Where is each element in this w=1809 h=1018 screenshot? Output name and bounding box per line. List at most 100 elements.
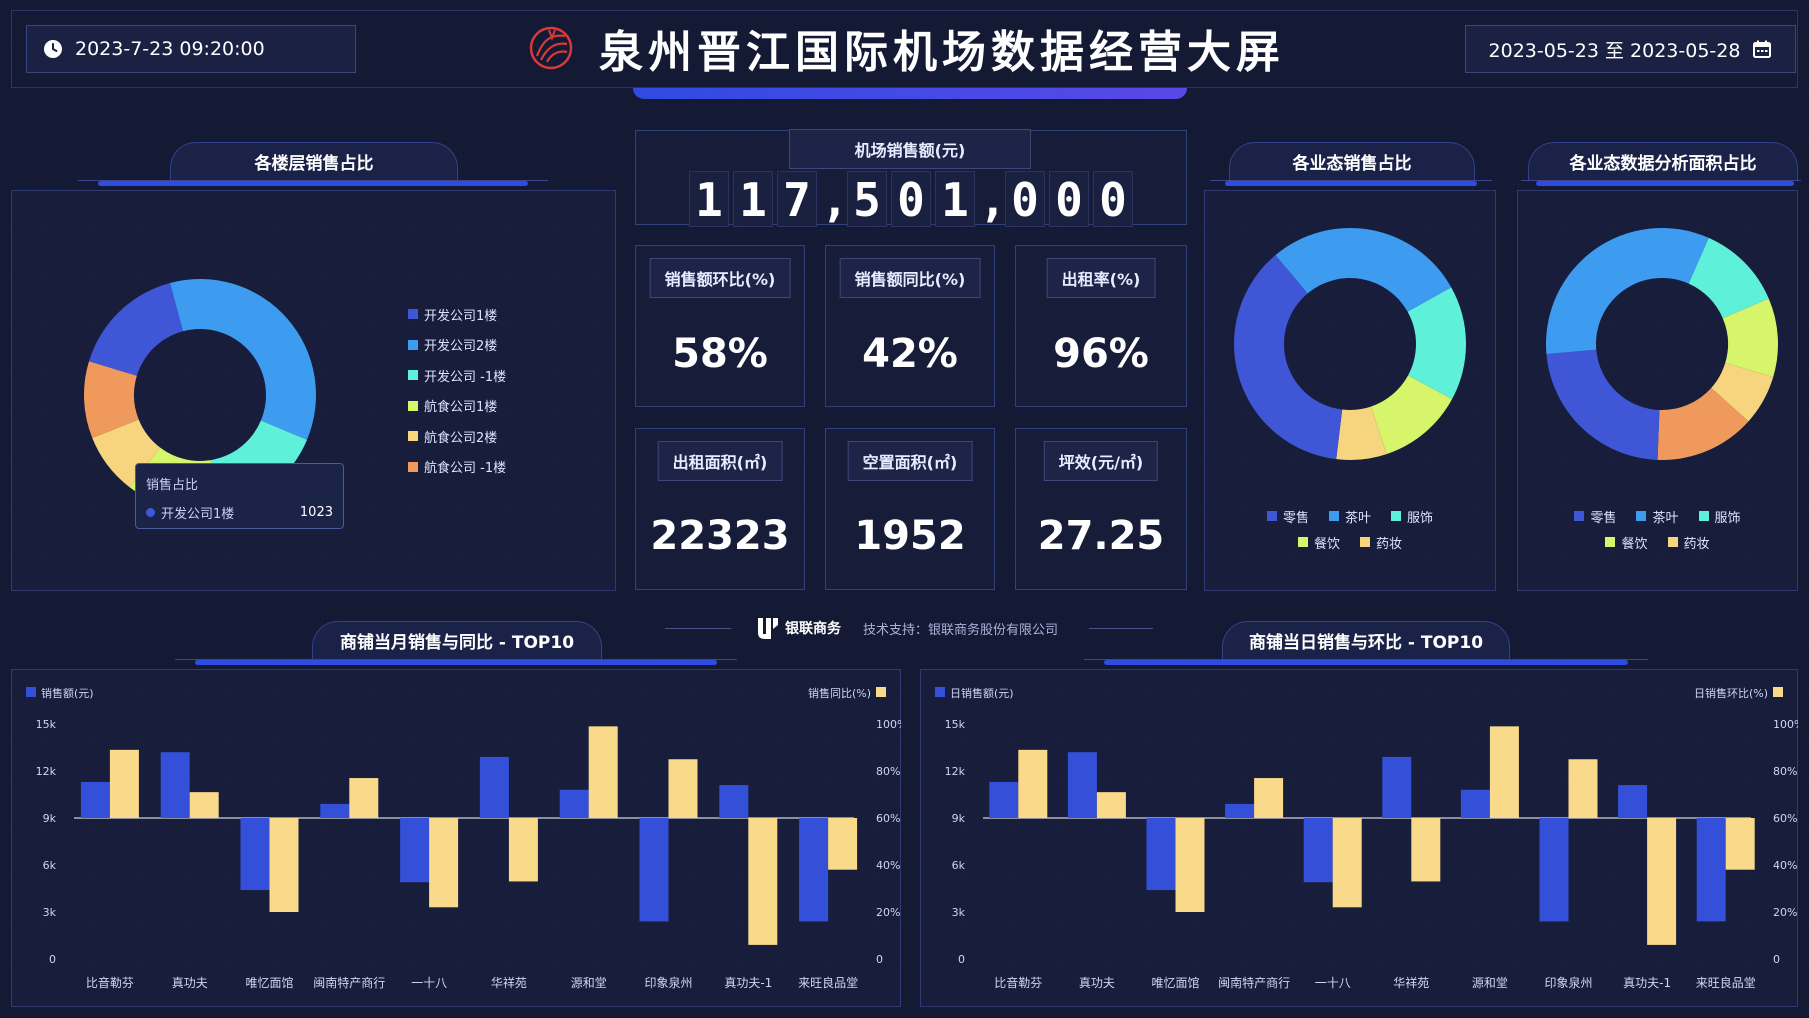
bar-sales[interactable] (1618, 785, 1648, 818)
legend-item[interactable]: 茶叶 (1328, 505, 1371, 527)
bar-sales[interactable] (719, 785, 749, 818)
bar-ratio[interactable] (828, 818, 858, 870)
bar-ratio[interactable] (189, 792, 219, 818)
donut-slice-餐饮[interactable] (1722, 298, 1778, 378)
y-right-tick: 20% (876, 906, 900, 919)
sales-digit: 0 (1049, 171, 1089, 227)
y-left-tick: 3k (952, 906, 966, 919)
legend-item[interactable]: 服饰 (1391, 505, 1433, 527)
bar-sales[interactable] (799, 818, 829, 922)
bar-sales[interactable] (240, 818, 270, 891)
donut-slice-航食公司 -1楼[interactable] (84, 361, 139, 439)
donut-slice-开发公司1楼[interactable] (89, 282, 183, 376)
legend-item[interactable]: 开发公司1楼 (408, 299, 506, 330)
donut-slice-航食公司2楼[interactable] (92, 419, 161, 488)
tooltip-name: 开发公司1楼 (161, 507, 235, 522)
legend-item[interactable]: 开发公司2楼 (408, 330, 506, 361)
unionpay-logo-icon (758, 618, 778, 639)
legend-item[interactable]: 开发公司 -1楼 (408, 360, 506, 391)
stat-label-efficiency: 坪效(元/㎡) (1043, 441, 1159, 481)
bar-sales[interactable] (479, 756, 509, 818)
donut-slice-药妆[interactable] (1711, 362, 1774, 422)
bar-sales[interactable] (1382, 756, 1412, 818)
bar-sales[interactable] (320, 803, 350, 818)
x-tick-label: 印象泉州 (644, 976, 692, 990)
legend-item[interactable]: 服饰 (1698, 505, 1741, 527)
date-range-picker[interactable]: 2023-05-23 至 2023-05-28 (1465, 25, 1796, 73)
bar-ratio[interactable] (748, 818, 778, 945)
bar-sales[interactable] (1225, 803, 1255, 818)
bar-sales[interactable] (1146, 818, 1176, 891)
bar-ratio[interactable] (1647, 818, 1677, 945)
donut-slice-零售[interactable] (1546, 349, 1660, 460)
bar-sales[interactable] (1067, 752, 1097, 818)
donut-slice-零售[interactable] (1234, 255, 1343, 460)
y-right-tick: 0 (1773, 953, 1780, 966)
bar-sales[interactable] (160, 752, 190, 818)
donut-slice-茶叶[interactable] (1275, 228, 1452, 312)
legend-item[interactable]: 药妆 (1667, 531, 1710, 553)
unionpay-logo-text: 银联商务 (785, 621, 841, 637)
area-legend: 零售 茶叶 服饰餐饮 药妆 (1517, 505, 1798, 553)
donut-slice-服饰[interactable] (1688, 237, 1769, 319)
donut-slice-开发公司2楼[interactable] (169, 279, 317, 440)
y-left-tick: 6k (952, 859, 966, 872)
legend-item[interactable]: 航食公司2楼 (408, 421, 506, 452)
title-underline (633, 88, 1187, 99)
legend-item[interactable]: 航食公司1楼 (408, 391, 506, 422)
y-left-tick: 9k (43, 812, 57, 825)
footer-divider-left (665, 628, 731, 629)
x-tick-label: 真功夫 (172, 976, 208, 990)
bar-ratio[interactable] (588, 726, 618, 818)
legend-item[interactable]: 药妆 (1360, 531, 1402, 553)
calendar-icon[interactable] (1752, 39, 1772, 59)
bar-ratio[interactable] (109, 749, 139, 818)
bar-ratio[interactable] (668, 759, 698, 818)
bar-ratio[interactable] (1568, 759, 1598, 818)
bar-sales[interactable] (80, 781, 110, 818)
donut-slice-茶叶[interactable] (1546, 228, 1709, 355)
bar-ratio[interactable] (1332, 818, 1362, 908)
bar-ratio[interactable] (269, 818, 299, 912)
legend-item[interactable]: 茶叶 (1636, 505, 1679, 527)
bar-ratio[interactable] (1411, 818, 1441, 882)
legend-item[interactable]: 餐饮 (1605, 531, 1648, 553)
legend-swatch (1698, 511, 1709, 521)
bar-sales[interactable] (1303, 818, 1333, 883)
legend-item[interactable]: 航食公司 -1楼 (408, 452, 506, 483)
bar-ratio[interactable] (1489, 726, 1519, 818)
bar-sales[interactable] (559, 789, 589, 818)
bar-sales[interactable] (1539, 818, 1569, 922)
legend-label: 药妆 (1376, 536, 1403, 552)
donut-slice-服饰[interactable] (1407, 287, 1466, 400)
bar-ratio[interactable] (1096, 792, 1126, 818)
legend-item[interactable]: 零售 (1574, 505, 1616, 527)
business-donut (1234, 228, 1466, 460)
footer-divider-right (1089, 628, 1153, 629)
daily-tab-base (1084, 659, 1648, 660)
donut-slice-药妆[interactable] (1336, 406, 1387, 460)
stat-card-mom: 销售额环比(%) 58% (635, 245, 805, 407)
bar-ratio[interactable] (508, 818, 538, 882)
donut-slice-餐饮[interactable] (1370, 375, 1453, 455)
bar-ratio[interactable] (1725, 818, 1755, 870)
bar-sales[interactable] (1460, 789, 1490, 818)
legend-item[interactable]: 零售 (1266, 505, 1309, 527)
header-frame (11, 10, 1798, 88)
legend-label: 药妆 (1683, 536, 1710, 552)
legend-item[interactable]: 餐饮 (1297, 531, 1340, 553)
bar-sales[interactable] (1696, 818, 1726, 922)
bar-sales[interactable] (400, 818, 430, 883)
bar-sales[interactable] (639, 818, 669, 922)
bar-ratio[interactable] (349, 778, 379, 818)
bar-sales[interactable] (989, 781, 1019, 818)
floor-panel-title: 各楼层销售占比 (170, 142, 458, 180)
bar-ratio[interactable] (1018, 749, 1048, 818)
bar-ratio[interactable] (1175, 818, 1205, 912)
bar-ratio[interactable] (429, 818, 459, 908)
legend-swatch (1360, 537, 1370, 547)
donut-slice-extra[interactable] (1657, 387, 1749, 460)
sales-digit: 1 (733, 171, 773, 227)
bar-ratio[interactable] (1254, 778, 1284, 818)
x-tick-label: 比音勒芬 (86, 975, 134, 990)
